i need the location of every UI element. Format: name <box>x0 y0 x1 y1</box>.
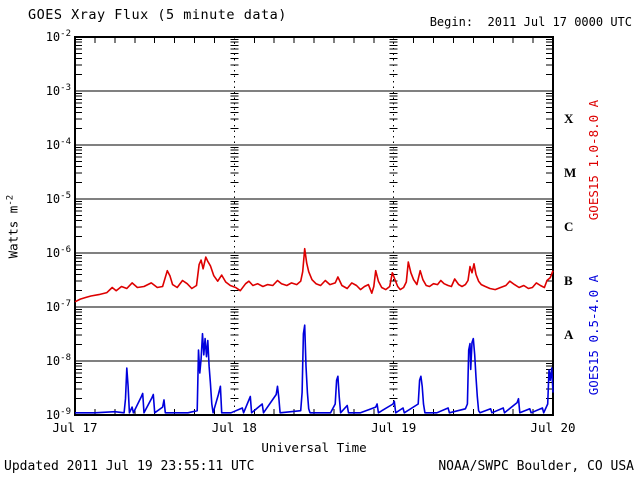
y-axis-title-base: Watts m <box>5 205 21 259</box>
x-axis-title: Universal Time <box>261 440 367 455</box>
plot-frame <box>74 36 554 416</box>
begin-timestamp: Begin: 2011 Jul 17 0000 UTC <box>429 15 632 29</box>
flare-class-label: X <box>564 111 574 126</box>
flare-class-label: C <box>564 219 573 234</box>
y-axis-tick-label: 10-9 <box>46 407 71 422</box>
y-axis-tick-label: 10-3 <box>46 83 71 98</box>
x-axis-tick-label: Jul 19 <box>371 420 416 435</box>
trace-long-xray <box>74 247 554 303</box>
flare-class-label: M <box>564 165 576 180</box>
y-axis-tick-label: 10-2 <box>46 29 71 44</box>
y-axis-tick-label: 10-6 <box>46 245 71 260</box>
series-label: GOES15 1.0-8.0 A <box>586 99 601 220</box>
y-axis-title: Watts m-2 <box>5 177 20 277</box>
x-axis-tick-label: Jul 20 <box>530 420 575 435</box>
credit-text: NOAA/SWPC Boulder, CO USA <box>438 459 634 474</box>
y-axis-tick-label: 10-8 <box>46 353 71 368</box>
x-axis-tick-label: Jul 17 <box>52 420 97 435</box>
y-axis-title-exponent: -2 <box>5 194 16 206</box>
y-axis-tick-label: 10-4 <box>46 137 71 152</box>
flare-class-label: A <box>564 327 574 342</box>
y-axis-tick-label: 10-7 <box>46 299 71 314</box>
y-axis-tick-label: 10-5 <box>46 191 71 206</box>
series-label: GOES15 0.5-4.0 A <box>586 274 601 395</box>
x-axis-tick-label: Jul 18 <box>212 420 257 435</box>
trace-short-xray <box>75 324 554 414</box>
flare-class-label: B <box>564 273 573 288</box>
chart-title: GOES Xray Flux (5 minute data) <box>28 7 287 23</box>
updated-timestamp: Updated 2011 Jul 19 23:55:11 UTC <box>4 459 255 474</box>
